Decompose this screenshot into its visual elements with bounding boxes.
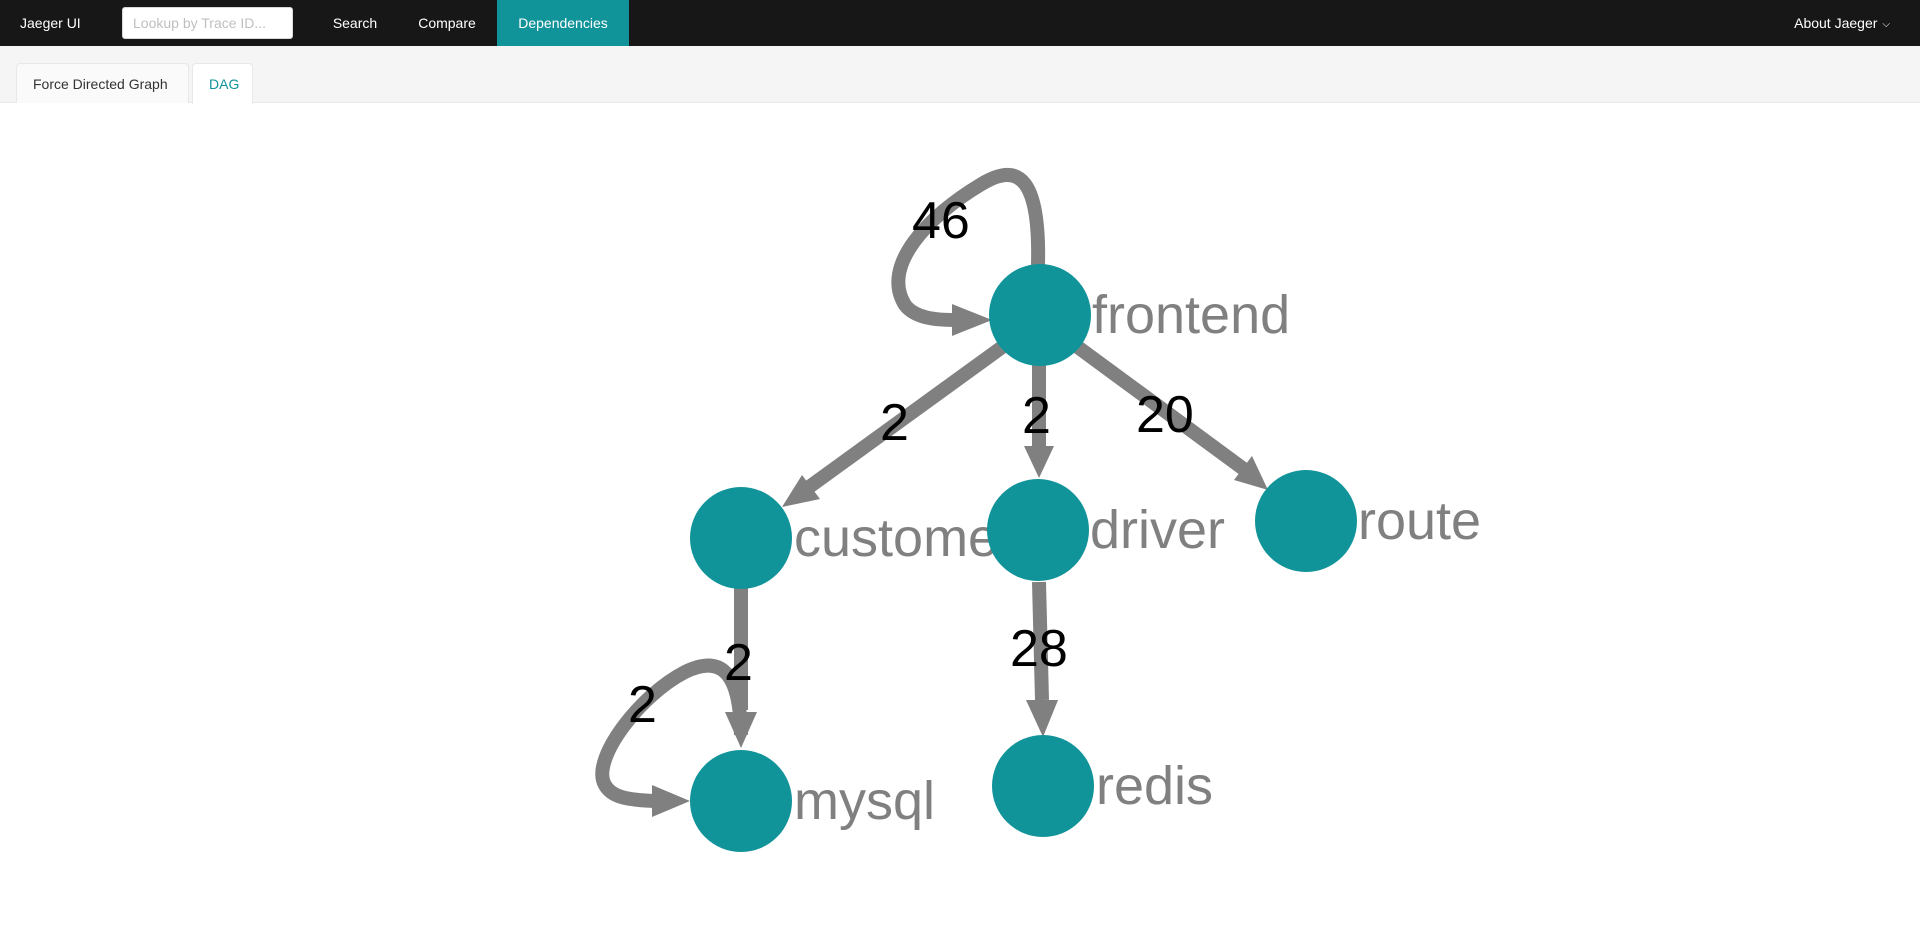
top-navbar: Jaeger UI Search Compare Dependencies Ab…: [0, 0, 1920, 46]
edge-frontend-route-arrow: [1234, 456, 1268, 490]
edge-frontend-self-arrow: [952, 304, 992, 336]
edge-frontend-customer: [800, 339, 1010, 496]
brand-link[interactable]: Jaeger UI: [20, 15, 81, 31]
tab-dag[interactable]: DAG: [192, 63, 253, 104]
node-driver-label: driver: [1090, 500, 1225, 560]
edge-mysql-self-arrow: [652, 785, 690, 817]
edge-frontend-self: [891, 168, 1046, 327]
edge-label-frontend-customer: 2: [880, 394, 909, 452]
edge-label-frontend-self: 46: [912, 192, 970, 250]
edge-label-driver-redis: 28: [1010, 620, 1068, 678]
node-mysql[interactable]: mysql: [690, 750, 935, 852]
trace-id-lookup-input[interactable]: [122, 7, 293, 39]
node-customer[interactable]: customer: [690, 487, 1016, 589]
node-mysql-circle[interactable]: [690, 750, 792, 852]
node-mysql-label: mysql: [794, 771, 935, 831]
about-jaeger-menu[interactable]: About Jaeger ⌵: [1794, 0, 1890, 46]
about-jaeger-label: About Jaeger: [1794, 15, 1878, 31]
node-route-label: route: [1358, 491, 1481, 551]
edge-driver-redis-arrow: [1026, 700, 1058, 737]
edge-label-mysql-self: 2: [628, 676, 657, 734]
tab-force-directed-graph[interactable]: Force Directed Graph: [16, 63, 189, 103]
node-customer-circle[interactable]: [690, 487, 792, 589]
edge-driver-redis: [1032, 581, 1049, 701]
edge-label-frontend-route: 20: [1136, 386, 1194, 444]
node-driver-circle[interactable]: [987, 479, 1089, 581]
edge-label-customer-mysql: 2: [724, 634, 753, 692]
edge-label-frontend-driver: 2: [1022, 387, 1051, 445]
node-redis-circle[interactable]: [992, 735, 1094, 837]
chevron-down-icon: ⌵: [1882, 19, 1890, 30]
edge-frontend-customer-arrow: [782, 475, 820, 507]
node-frontend[interactable]: frontend: [989, 264, 1290, 366]
node-route[interactable]: route: [1255, 470, 1481, 572]
dag-graph: frontend customer driver route mysql red…: [595, 168, 1481, 852]
nav-compare[interactable]: Compare: [418, 15, 476, 31]
node-frontend-circle[interactable]: [989, 264, 1091, 366]
nav-dependencies[interactable]: Dependencies: [497, 0, 629, 46]
edge-mysql-self: [595, 658, 748, 808]
node-route-circle[interactable]: [1255, 470, 1357, 572]
graph-tabs: Force Directed Graph DAG: [0, 46, 1920, 104]
node-redis-label: redis: [1096, 756, 1213, 816]
node-redis[interactable]: redis: [992, 735, 1213, 837]
node-driver[interactable]: driver: [987, 479, 1225, 581]
nav-search[interactable]: Search: [332, 15, 378, 31]
node-frontend-label: frontend: [1092, 285, 1290, 345]
node-customer-label: customer: [794, 508, 1016, 568]
edge-frontend-route: [1070, 339, 1250, 476]
edge-frontend-driver-arrow: [1024, 446, 1054, 478]
